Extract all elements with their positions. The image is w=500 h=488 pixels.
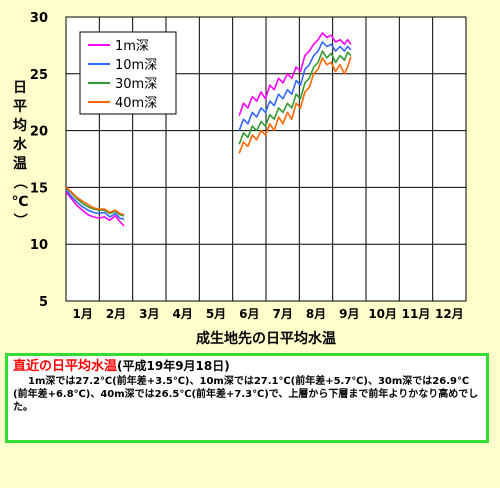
series-line (238, 32, 352, 117)
y-axis-label-char: 温 (13, 156, 27, 172)
x-tick-label: 7月 (272, 307, 292, 321)
y-axis-label-char: 日 (13, 80, 27, 96)
legend-label: 30m深 (115, 77, 157, 92)
x-tick-label: 1月 (72, 307, 92, 321)
series-40m深 (65, 56, 352, 216)
series-line (238, 50, 352, 145)
note-date: (平成19年9月18日) (117, 359, 230, 373)
y-tick-label: 15 (30, 181, 48, 196)
y-axis-label-char: ） (11, 213, 27, 227)
note-heading: 直近の日平均水温 (13, 359, 118, 374)
y-axis-label: 日平均水温 （ ℃ ） (11, 80, 29, 227)
y-tick-label: 25 (30, 68, 48, 83)
y-tick-label: 20 (30, 125, 48, 140)
y-axis-label-char: （ (11, 175, 27, 189)
x-tick-label: 8月 (306, 307, 326, 321)
y-axis-label-char: ℃ (12, 194, 29, 210)
series-30m深 (65, 50, 352, 217)
series-line (65, 186, 125, 217)
y-axis-label-char: 平 (13, 99, 27, 115)
note-title-line: 直近の日平均水温(平成19年9月18日) (13, 359, 481, 374)
series-1m深 (65, 32, 352, 227)
x-tick-labels: 1月 2月 3月 4月 5月 6月 7月 8月 9月 10月 11月 12月 (72, 307, 463, 321)
x-tick-label: 3月 (139, 307, 159, 321)
y-tick-label: 5 (39, 295, 48, 310)
x-tick-label: 12月 (435, 307, 464, 321)
x-tick-label: 4月 (172, 307, 192, 321)
x-tick-label: 5月 (206, 307, 226, 321)
x-tick-label: 2月 (106, 307, 126, 321)
x-tick-label: 10月 (368, 307, 397, 321)
y-tick-labels: 5 10 15 20 25 30 (30, 11, 48, 310)
chart-series (65, 32, 352, 227)
series-line (238, 41, 352, 131)
x-axis-label: 成生地先の日平均水温 (196, 330, 336, 347)
plot-frame (65, 16, 467, 302)
x-tick-label: 9月 (339, 307, 359, 321)
series-10m深 (65, 41, 352, 220)
note-body: 1m深では27.2℃(前年差+3.5℃)、10m深では27.1℃(前年差+5.7… (13, 376, 479, 413)
series-line (238, 56, 352, 154)
series-line (65, 191, 125, 227)
y-tick-label: 30 (30, 11, 48, 26)
series-line (65, 186, 125, 216)
latest-temperature-note: 直近の日平均水温(平成19年9月18日) 1m深では27.2℃(前年差+3.5℃… (5, 353, 489, 443)
x-tick-label: 6月 (239, 307, 259, 321)
legend-label: 40m深 (115, 96, 157, 111)
x-tick-label: 11月 (402, 307, 431, 321)
series-line (65, 189, 125, 220)
legend-label: 10m深 (115, 58, 157, 73)
y-axis-label-char: 均 (13, 117, 27, 134)
y-axis-label-char: 水 (13, 136, 28, 153)
legend-label: 1m深 (115, 39, 149, 54)
y-tick-label: 10 (30, 238, 48, 253)
chart-legend: 1m深 10m深 30m深 40m深 (79, 31, 177, 115)
